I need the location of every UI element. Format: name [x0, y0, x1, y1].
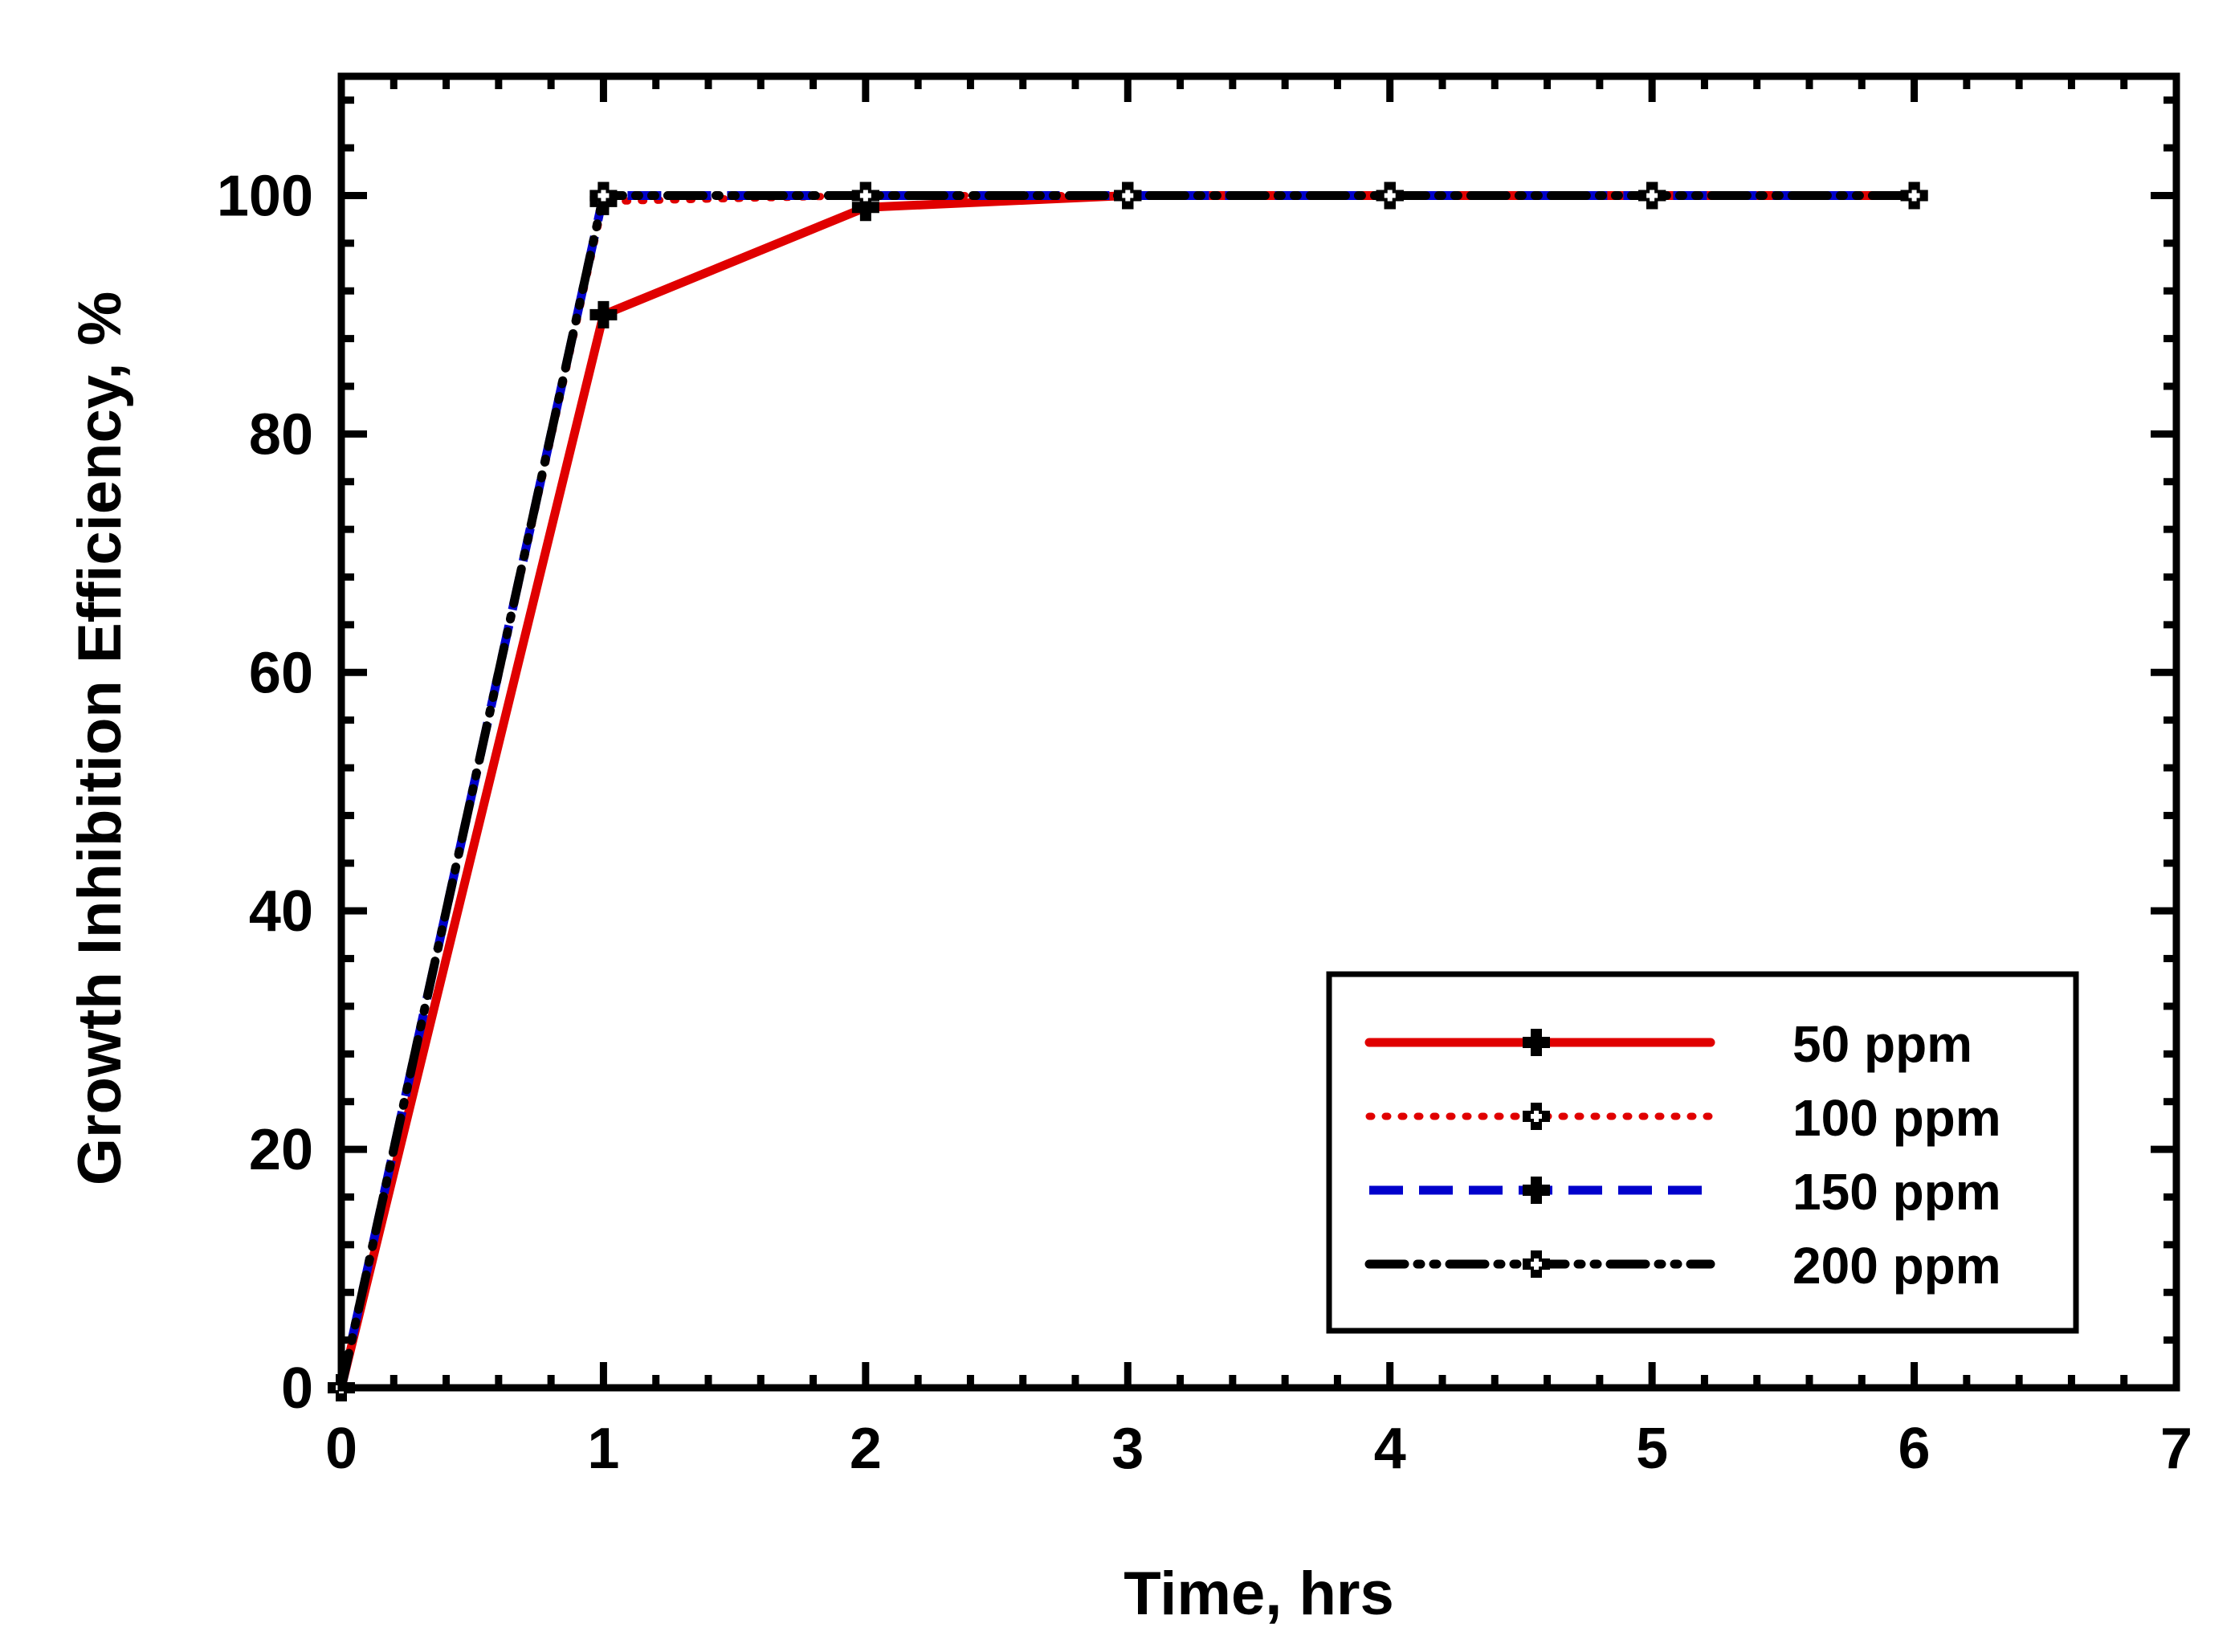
- data-point-200-ppm: [851, 182, 879, 210]
- data-point-200-ppm: [1114, 182, 1142, 210]
- y-axis-label: Growth Inhibition Efficiency, %: [66, 292, 134, 1185]
- y-tick-label: 100: [217, 164, 313, 228]
- x-tick-label: 6: [1898, 1417, 1931, 1481]
- x-axis-label: Time, hrs: [1124, 1560, 1394, 1628]
- legend-label: 150 ppm: [1792, 1163, 2001, 1221]
- data-point-50-ppm: [589, 300, 618, 328]
- legend-marker: [1523, 1177, 1550, 1204]
- legend-marker: [1523, 1250, 1550, 1278]
- legend-label: 200 ppm: [1792, 1237, 2001, 1295]
- x-tick-label: 7: [2160, 1417, 2192, 1481]
- legend-box: [1326, 971, 2079, 1334]
- data-point-200-ppm: [589, 182, 618, 210]
- data-point-200-ppm: [1638, 182, 1666, 210]
- legend-marker: [1523, 1103, 1550, 1130]
- legend: 50 ppm 100 ppm 150 ppm 200 ppm: [1326, 971, 2079, 1334]
- legend-label: 100 ppm: [1792, 1089, 2001, 1147]
- x-tick-label: 4: [1374, 1417, 1406, 1481]
- y-tick-label: 60: [249, 641, 313, 705]
- x-tick-label: 5: [1636, 1417, 1668, 1481]
- y-tick-label: 80: [249, 402, 313, 467]
- x-tick-label: 1: [587, 1417, 619, 1481]
- data-point-200-ppm: [1376, 182, 1404, 210]
- plot-frame: [337, 72, 2180, 1392]
- y-tick-label: 40: [249, 879, 313, 944]
- x-tick-label: 3: [1111, 1417, 1144, 1481]
- x-tick-label: 2: [850, 1417, 882, 1481]
- y-tick-label: 0: [281, 1356, 313, 1421]
- x-tick-label: 0: [325, 1417, 357, 1481]
- legend-marker: [1523, 1029, 1550, 1056]
- data-point-200-ppm: [1900, 182, 1928, 210]
- tick-labels: 0 1 2 3 4 5 6 7 0 20 40 60 80 100: [217, 164, 2192, 1481]
- y-tick-label: 20: [249, 1118, 313, 1182]
- legend-label: 50 ppm: [1792, 1015, 1972, 1073]
